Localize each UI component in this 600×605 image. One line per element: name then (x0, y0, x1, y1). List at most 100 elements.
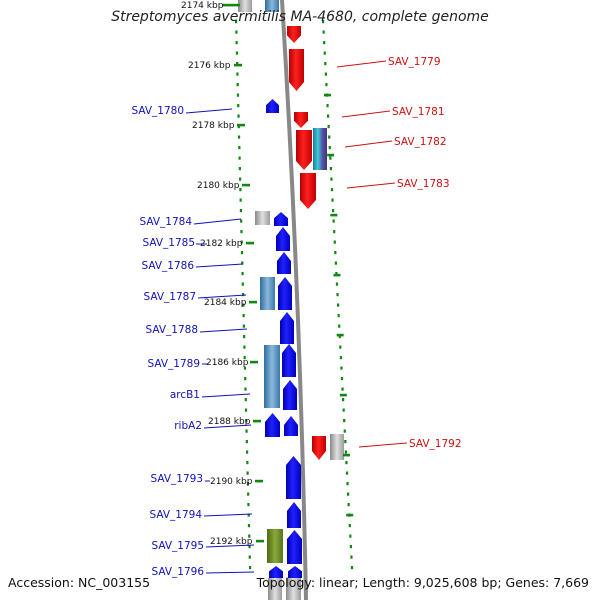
left-dotted-track (235, 20, 252, 570)
minor-tick-mark (346, 513, 354, 517)
reverse-gene-arrow[interactable] (287, 530, 302, 564)
gene-leader-line (358, 442, 408, 448)
pseudogene-block[interactable] (330, 434, 344, 460)
kbp-tick-label: 2182 kbp (200, 239, 243, 249)
reverse-gene-label[interactable]: SAV_1788 (145, 324, 198, 336)
pseudogene-block[interactable] (255, 211, 270, 225)
gene-leader-line (201, 393, 251, 398)
kbp-tick-label: 2188 kbp (208, 417, 251, 427)
reverse-gene-arrow[interactable] (286, 456, 301, 499)
forward-gene-label[interactable]: SAV_1792 (409, 438, 462, 450)
gene-leader-line (203, 424, 252, 429)
kbp-tick-mark (242, 183, 250, 187)
reverse-gene-label[interactable]: SAV_1787 (143, 291, 196, 303)
reverse-gene-label[interactable]: SAV_1793 (150, 473, 203, 485)
feature-block[interactable] (260, 277, 275, 310)
kbp-tick-label: 2174 kbp (181, 1, 224, 11)
kbp-tick-mark (256, 539, 264, 543)
gene-leader-line (195, 263, 244, 268)
forward-gene-label[interactable]: SAV_1782 (394, 136, 447, 148)
reverse-gene-arrow[interactable] (280, 312, 294, 344)
kbp-tick-mark (246, 241, 254, 245)
reverse-gene-label[interactable]: SAV_1785 (142, 237, 195, 249)
reverse-gene-arrow[interactable] (287, 502, 301, 528)
kbp-tick: 2180 kbp (197, 181, 250, 191)
forward-gene-label[interactable]: SAV_1781 (392, 106, 445, 118)
gene-leader-line (185, 108, 233, 114)
kbp-tick: 2190 kbp (210, 477, 263, 487)
forward-gene-arrow[interactable] (312, 436, 326, 460)
reverse-gene-arrow[interactable] (278, 277, 292, 310)
gene-leader-line (203, 513, 253, 517)
reverse-gene-label[interactable]: arcB1 (170, 389, 200, 401)
kbp-tick: 2184 kbp (204, 298, 257, 308)
reverse-gene-label[interactable]: SAV_1796 (151, 566, 204, 578)
reverse-gene-arrow[interactable] (265, 413, 280, 437)
reverse-gene-label[interactable]: SAV_1784 (139, 216, 192, 228)
reverse-gene-arrow[interactable] (282, 344, 296, 377)
gene-leader-line (336, 60, 387, 68)
pseudogene-block[interactable] (238, 0, 252, 12)
reverse-gene-label[interactable]: SAV_1780 (131, 105, 184, 117)
reverse-gene-label[interactable]: SAV_1789 (147, 358, 200, 370)
gene-leader-line (344, 140, 393, 148)
topology-summary: Topology: linear; Length: 9,025,608 bp; … (256, 575, 589, 590)
kbp-tick-mark (222, 3, 240, 7)
forward-gene-label[interactable]: SAV_1783 (397, 178, 450, 190)
kbp-tick: 2192 kbp (210, 537, 264, 547)
feature-block[interactable] (264, 345, 280, 408)
kbp-tick: 2178 kbp (192, 121, 245, 131)
forward-gene-arrow[interactable] (287, 26, 301, 43)
genome-backbone (280, 0, 308, 601)
gene-leader-line (341, 110, 391, 118)
reverse-gene-label[interactable]: SAV_1786 (141, 260, 194, 272)
accession-text: Accession: NC_003155 (8, 575, 151, 590)
gene-leader-line (205, 544, 255, 548)
page-title: Streptomyces avermitilis MA-4680, comple… (111, 9, 489, 25)
gene-leader-line (199, 328, 248, 333)
forward-gene-arrow[interactable] (289, 49, 304, 91)
reverse-gene-arrow[interactable] (284, 416, 298, 436)
reverse-gene-arrow[interactable] (288, 566, 302, 578)
kbp-tick: 2176 kbp (188, 61, 242, 71)
reverse-gene-label[interactable]: SAV_1795 (151, 540, 204, 552)
kbp-tick: 2188 kbp (208, 417, 261, 427)
forward-gene-arrow[interactable] (296, 130, 312, 170)
reverse-gene-arrow[interactable] (277, 252, 291, 274)
feature-block[interactable] (265, 0, 279, 12)
forward-gene-label[interactable]: SAV_1779 (388, 56, 441, 68)
kbp-tick-label: 2178 kbp (192, 121, 235, 131)
kbp-tick-label: 2180 kbp (197, 181, 240, 191)
pseudogene-block[interactable] (268, 578, 282, 600)
gene-leader-line (193, 218, 242, 225)
reverse-gene-arrow[interactable] (269, 566, 283, 578)
reverse-gene-label[interactable]: ribA2 (174, 420, 202, 432)
feature-block[interactable] (267, 529, 283, 563)
kbp-tick-mark (250, 360, 258, 364)
feature-block[interactable] (313, 128, 327, 170)
minor-tick-mark (323, 93, 331, 97)
kbp-tick-label: 2192 kbp (210, 537, 253, 547)
forward-gene-arrow[interactable] (294, 112, 308, 128)
minor-tick-mark (336, 333, 344, 337)
reverse-gene-arrow[interactable] (276, 227, 290, 251)
right-dotted-track (322, 20, 354, 570)
kbp-tick-label: 2184 kbp (204, 298, 247, 308)
kbp-tick-mark (234, 63, 242, 67)
reverse-gene-arrow[interactable] (274, 212, 288, 226)
kbp-tick-mark (253, 419, 261, 423)
kbp-tick: 2174 kbp (181, 1, 240, 11)
minor-tick-mark (343, 453, 351, 457)
minor-tick-mark (333, 273, 341, 277)
minor-tick-mark (327, 153, 335, 157)
reverse-gene-label[interactable]: SAV_1794 (149, 509, 202, 521)
pseudogene-block[interactable] (286, 578, 301, 600)
reverse-gene-arrow[interactable] (266, 99, 279, 113)
kbp-tick-label: 2176 kbp (188, 61, 231, 71)
forward-gene-arrow[interactable] (300, 173, 316, 209)
gene-leader-line (205, 571, 255, 574)
reverse-gene-arrow[interactable] (283, 380, 297, 410)
kbp-tick: 2186 kbp (206, 358, 258, 368)
